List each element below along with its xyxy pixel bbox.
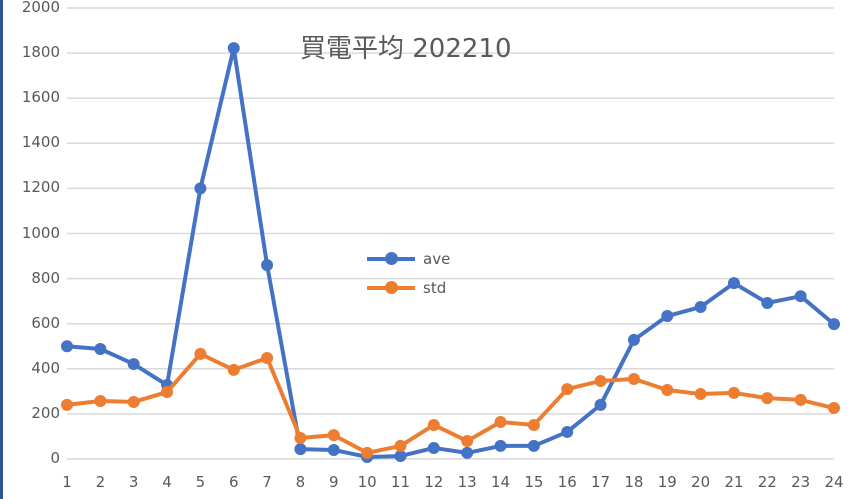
- legend-label: ave: [423, 249, 451, 268]
- x-tick-label: 18: [624, 473, 644, 491]
- x-tick-label: 22: [757, 473, 777, 491]
- y-tick-label: 0: [50, 449, 60, 467]
- data-point: [594, 374, 607, 387]
- y-tick-label: 1000: [21, 223, 60, 242]
- data-point: [494, 439, 507, 452]
- data-point: [794, 290, 807, 303]
- data-point: [294, 432, 307, 445]
- data-point: [627, 372, 640, 385]
- data-point: [194, 182, 207, 195]
- data-point: [761, 392, 774, 405]
- data-point: [427, 441, 440, 454]
- x-tick-label: 10: [357, 473, 377, 491]
- data-point: [761, 296, 774, 309]
- data-point: [61, 340, 73, 353]
- x-tick-label: 11: [390, 473, 411, 491]
- data-point: [127, 358, 140, 371]
- data-point: [61, 398, 73, 411]
- x-tick-label: 23: [791, 473, 811, 491]
- data-point: [828, 318, 840, 331]
- x-tick-label: 8: [295, 473, 306, 491]
- y-tick-label: 200: [31, 403, 60, 422]
- y-tick-label: 1600: [21, 88, 60, 107]
- data-point: [394, 450, 407, 463]
- x-tick-label: 15: [524, 473, 544, 491]
- legend-item-ave: ave: [367, 244, 450, 273]
- data-point: [527, 418, 540, 431]
- x-tick-label: 7: [262, 473, 272, 491]
- x-tick-label: 13: [457, 473, 477, 491]
- x-tick-label: 17: [591, 473, 611, 491]
- y-tick-label: 1400: [21, 133, 60, 152]
- data-point: [561, 425, 574, 438]
- y-tick-label: 1200: [21, 178, 60, 197]
- x-tick-label: 16: [557, 473, 577, 491]
- data-point: [161, 386, 174, 399]
- data-point: [661, 383, 674, 396]
- y-tick-label: 800: [31, 268, 60, 287]
- data-point: [461, 434, 474, 447]
- x-tick-label: 14: [490, 473, 511, 491]
- x-tick-label: 6: [228, 473, 239, 491]
- data-point: [627, 333, 640, 346]
- data-point: [227, 363, 240, 376]
- data-point: [327, 429, 340, 442]
- legend-swatch-std-icon: [367, 280, 415, 294]
- x-tick-label: 21: [724, 473, 744, 491]
- x-tick-label: 2: [95, 473, 106, 491]
- legend-swatch-ave-icon: [367, 251, 415, 265]
- y-tick-label: 2000: [21, 0, 60, 16]
- data-point: [94, 395, 107, 408]
- data-point: [394, 439, 407, 452]
- x-tick-label: 19: [657, 473, 677, 491]
- legend-label: std: [423, 278, 447, 297]
- data-point: [294, 443, 307, 456]
- data-point: [227, 42, 240, 55]
- data-point: [427, 418, 440, 431]
- data-point: [661, 310, 674, 323]
- y-tick-label: 600: [31, 313, 60, 332]
- window-left-border: [0, 0, 3, 499]
- data-point: [794, 393, 807, 406]
- x-tick-label: 20: [691, 473, 711, 491]
- data-point: [694, 388, 707, 401]
- series-std: [61, 347, 840, 459]
- data-point: [494, 416, 507, 429]
- data-point: [327, 443, 340, 456]
- data-point: [527, 439, 540, 452]
- data-point: [361, 446, 374, 459]
- data-point: [461, 446, 474, 459]
- data-point: [561, 383, 574, 396]
- x-tick-label: 1: [62, 473, 72, 491]
- legend-item-std: std: [367, 273, 450, 302]
- x-tick-label: 9: [329, 473, 339, 491]
- data-point: [261, 351, 274, 364]
- x-tick-label: 3: [128, 473, 139, 491]
- data-point: [594, 398, 607, 411]
- chart-title: 買電平均 202210: [300, 34, 512, 64]
- data-point: [94, 342, 107, 355]
- data-point: [127, 395, 140, 408]
- y-tick-label: 1800: [21, 43, 60, 62]
- x-tick-label: 12: [424, 473, 444, 491]
- data-point: [727, 386, 740, 399]
- legend: ave std: [367, 244, 450, 302]
- data-point: [828, 402, 840, 415]
- y-tick-label: 400: [31, 358, 60, 377]
- data-point: [194, 347, 207, 360]
- x-tick-label: 5: [195, 473, 206, 491]
- series-ave: [61, 42, 840, 463]
- data-point: [727, 277, 740, 290]
- x-tick-label: 24: [824, 473, 844, 491]
- data-point: [261, 259, 274, 272]
- x-tick-label: 4: [162, 473, 172, 491]
- data-point: [694, 301, 707, 314]
